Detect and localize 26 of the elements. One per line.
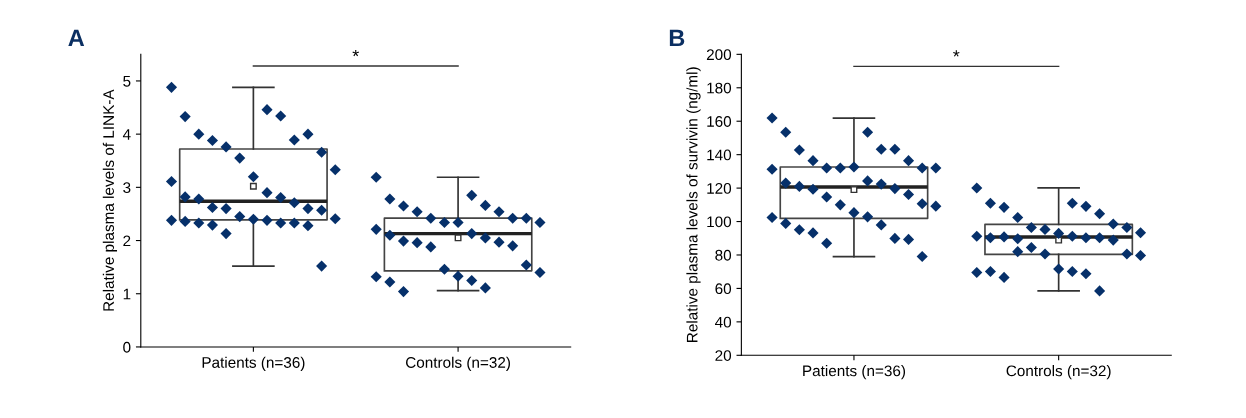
y-tick-label: 2: [123, 235, 131, 247]
y-tick-label: 40: [715, 316, 732, 328]
y-tick-label: 60: [715, 283, 732, 295]
y-tick-label: 1: [123, 288, 131, 300]
x-tick-label: Controls (n=32): [1006, 365, 1111, 380]
chart-title: A: [68, 29, 85, 47]
annotation: *: [352, 49, 359, 57]
y-tick-label: 160: [707, 116, 732, 127]
y-axis-title: Relative plasma levels of survivin (ng/ml): [686, 67, 701, 342]
annotation: *: [953, 50, 960, 57]
x-tick-label: Controls (n=32): [406, 356, 510, 371]
y-tick-label: 0: [123, 341, 131, 353]
y-tick-label: 80: [715, 249, 732, 261]
y-tick-label: 3: [123, 182, 131, 194]
y-tick-label: 120: [707, 182, 732, 194]
chart-title: B: [669, 29, 685, 47]
y-tick-label: 140: [707, 149, 732, 161]
y-tick-label: 100: [707, 216, 732, 228]
y-tick-label: 5: [123, 75, 131, 87]
x-tick-label: Patients (n=36): [202, 356, 305, 371]
y-tick-label: 180: [707, 82, 732, 94]
y-tick-label: 200: [706, 49, 732, 61]
x-tick-label: Patients (n=36): [803, 365, 906, 380]
y-tick-label: 20: [715, 350, 732, 361]
y-tick-label: 4: [122, 129, 131, 140]
y-axis-title: Relative plasma levels of LINK-A: [102, 89, 118, 311]
